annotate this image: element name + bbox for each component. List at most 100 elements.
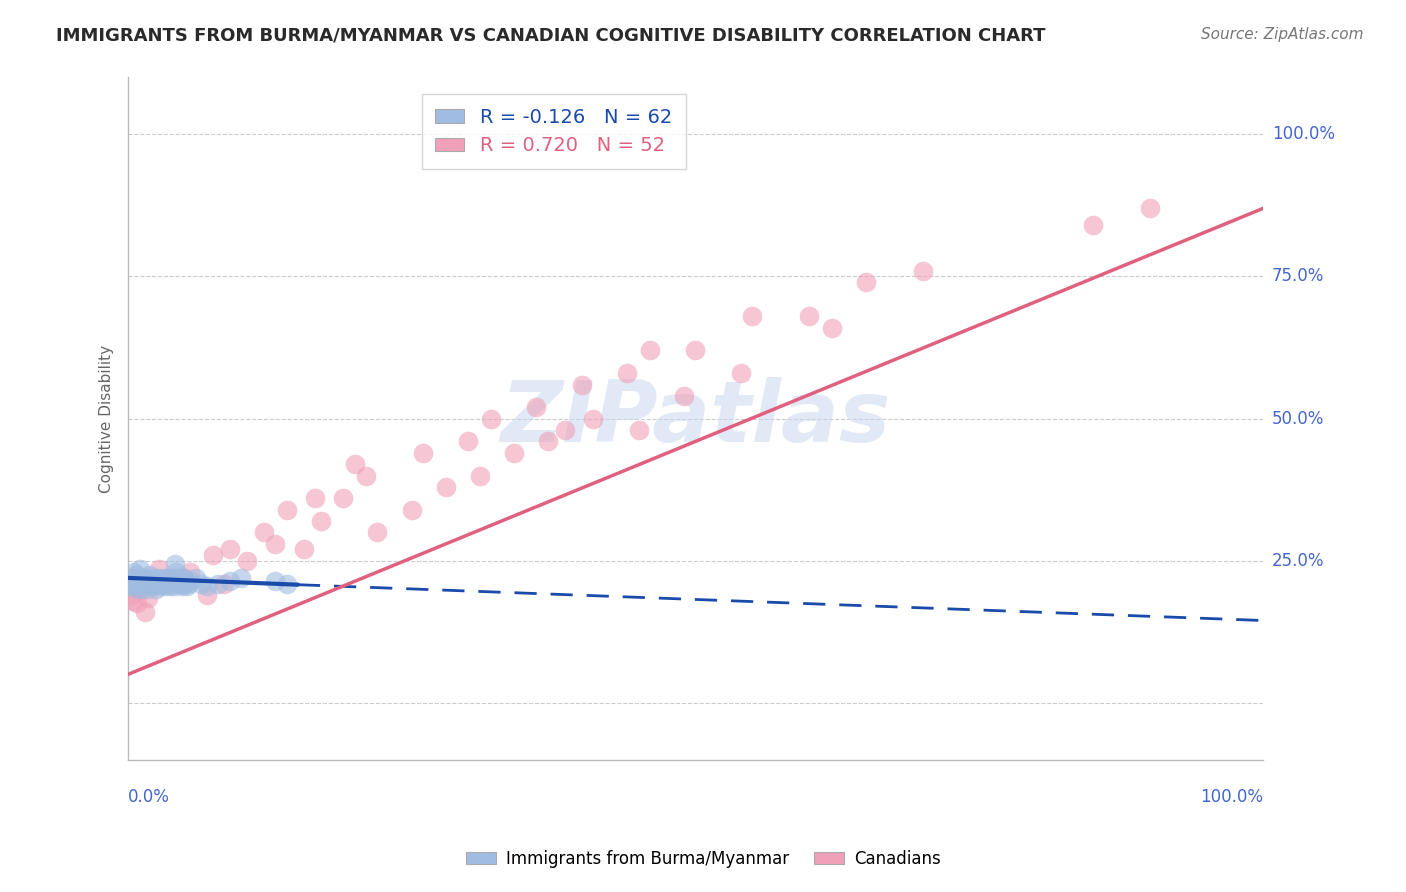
Point xyxy=(173,571,195,585)
Point xyxy=(332,491,354,506)
Point xyxy=(537,434,560,449)
Point xyxy=(165,557,187,571)
Point xyxy=(184,571,207,585)
Point xyxy=(218,542,240,557)
Text: 0.0%: 0.0% xyxy=(128,788,170,805)
Point xyxy=(304,491,326,506)
Point xyxy=(159,579,181,593)
Point xyxy=(118,574,141,588)
Point xyxy=(207,576,229,591)
Point xyxy=(121,579,143,593)
Legend: Immigrants from Burma/Myanmar, Canadians: Immigrants from Burma/Myanmar, Canadians xyxy=(458,844,948,875)
Point xyxy=(821,320,844,334)
Point xyxy=(135,582,157,597)
Point xyxy=(135,574,157,588)
Point xyxy=(401,502,423,516)
Point xyxy=(526,401,548,415)
Text: ZIPatlas: ZIPatlas xyxy=(501,377,890,460)
Point xyxy=(129,562,152,576)
Point xyxy=(166,571,188,585)
Point xyxy=(157,574,180,588)
Point xyxy=(131,576,153,591)
Point xyxy=(264,537,287,551)
Point xyxy=(142,571,165,585)
Point xyxy=(146,576,169,591)
Point xyxy=(141,576,163,591)
Point xyxy=(170,579,193,593)
Text: IMMIGRANTS FROM BURMA/MYANMAR VS CANADIAN COGNITIVE DISABILITY CORRELATION CHART: IMMIGRANTS FROM BURMA/MYANMAR VS CANADIA… xyxy=(56,27,1046,45)
Point xyxy=(153,574,176,588)
Point xyxy=(136,591,159,605)
Point xyxy=(638,343,661,358)
Point xyxy=(124,568,146,582)
Point xyxy=(150,576,173,591)
Point xyxy=(571,377,593,392)
Point xyxy=(276,576,298,591)
Point xyxy=(156,571,179,585)
Point xyxy=(343,457,366,471)
Point xyxy=(118,579,141,593)
Point xyxy=(136,576,159,591)
Point xyxy=(149,579,172,593)
Point xyxy=(195,588,218,602)
Point xyxy=(152,571,174,585)
Point xyxy=(145,576,167,591)
Point xyxy=(179,574,201,588)
Point xyxy=(156,571,179,585)
Point xyxy=(253,525,276,540)
Point xyxy=(148,571,170,585)
Point xyxy=(582,411,605,425)
Point xyxy=(153,579,176,593)
Point xyxy=(138,568,160,582)
Point xyxy=(554,423,576,437)
Point xyxy=(1081,219,1104,233)
Point xyxy=(354,468,377,483)
Point xyxy=(141,579,163,593)
Point xyxy=(155,576,177,591)
Point xyxy=(145,582,167,597)
Point xyxy=(162,574,184,588)
Point xyxy=(120,571,142,585)
Point xyxy=(212,576,235,591)
Point xyxy=(855,275,877,289)
Point xyxy=(129,571,152,585)
Point xyxy=(148,574,170,588)
Point xyxy=(163,579,186,593)
Point xyxy=(231,571,253,585)
Point xyxy=(132,579,155,593)
Text: 100.0%: 100.0% xyxy=(1272,125,1334,144)
Point xyxy=(190,576,212,591)
Point xyxy=(129,582,152,597)
Point xyxy=(177,576,200,591)
Point xyxy=(148,562,170,576)
Point xyxy=(173,571,195,585)
Point xyxy=(741,310,763,324)
Point xyxy=(134,571,156,585)
Point xyxy=(172,576,194,591)
Point xyxy=(1139,201,1161,215)
Point xyxy=(502,446,524,460)
Point xyxy=(139,576,162,591)
Point xyxy=(122,576,145,591)
Point xyxy=(201,548,224,562)
Text: 100.0%: 100.0% xyxy=(1201,788,1264,805)
Point xyxy=(120,588,142,602)
Y-axis label: Cognitive Disability: Cognitive Disability xyxy=(100,344,114,492)
Point xyxy=(292,542,315,557)
Point xyxy=(412,446,434,460)
Point xyxy=(174,574,197,588)
Point xyxy=(127,582,149,597)
Point xyxy=(167,574,190,588)
Text: 25.0%: 25.0% xyxy=(1272,552,1324,570)
Point xyxy=(479,411,502,425)
Point xyxy=(159,576,181,591)
Point xyxy=(128,574,150,588)
Point xyxy=(616,366,638,380)
Point xyxy=(179,565,201,579)
Point xyxy=(162,571,184,585)
Point xyxy=(195,579,218,593)
Point xyxy=(236,554,259,568)
Point xyxy=(125,597,148,611)
Point xyxy=(309,514,332,528)
Point xyxy=(160,571,183,585)
